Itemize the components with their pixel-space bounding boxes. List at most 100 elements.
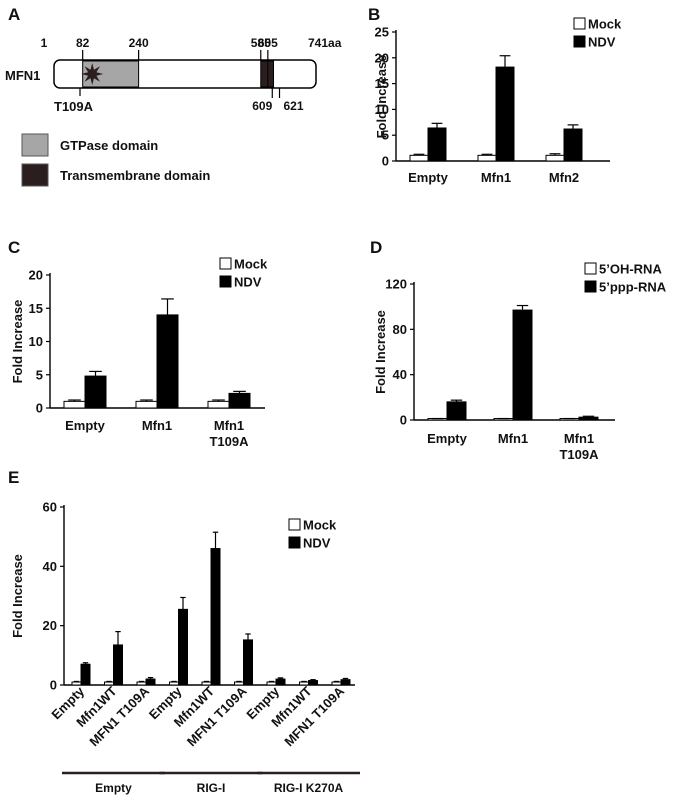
group-label: Empty xyxy=(95,781,132,795)
category-label: Empty xyxy=(65,418,106,433)
y-tick-label: 10 xyxy=(29,334,43,349)
y-tick-label: 120 xyxy=(385,277,407,292)
bar-treated xyxy=(145,678,156,686)
bar-treated xyxy=(113,644,123,686)
bar-treated xyxy=(495,66,515,162)
y-tick-label: 0 xyxy=(400,413,407,428)
bar-treated xyxy=(308,680,318,686)
category-label: T109A xyxy=(209,434,249,449)
legend-label: 5’ppp-RNA xyxy=(599,280,667,295)
bar-treated xyxy=(228,392,251,409)
y-tick-label: 5 xyxy=(36,367,43,382)
y-tick-label: 60 xyxy=(43,500,57,515)
bar-control xyxy=(135,400,158,409)
bar-treated xyxy=(578,416,599,421)
bar-control xyxy=(207,400,230,409)
y-tick-label: 10 xyxy=(375,102,389,117)
legend-label: Mock xyxy=(588,17,622,32)
panel-letter-c: C xyxy=(8,238,20,257)
bar-treated xyxy=(243,639,253,686)
legend-swatch xyxy=(573,35,586,48)
y-axis-label: Fold Increase xyxy=(374,55,389,139)
map-top-label: 585 xyxy=(251,36,271,50)
category-label: Empty xyxy=(427,431,468,446)
y-tick-label: 0 xyxy=(50,678,57,693)
legend-swatch xyxy=(573,17,586,30)
map-top-label: 82 xyxy=(76,36,90,50)
map-top-label: 240 xyxy=(129,36,149,50)
map-top-label: 1 xyxy=(41,36,48,50)
legend-label: Transmembrane domain xyxy=(60,168,210,183)
bar-control xyxy=(545,154,565,162)
y-tick-label: 0 xyxy=(36,401,43,416)
domain-2 xyxy=(267,60,275,88)
group-label: RIG-I K270A xyxy=(274,781,344,795)
y-tick-label: 20 xyxy=(375,50,389,65)
y-tick-label: 25 xyxy=(375,25,389,40)
category-label: Mfn1 xyxy=(142,418,172,433)
category-label: Mfn1 xyxy=(214,418,244,433)
y-tick-label: 5 xyxy=(382,128,389,143)
map-bottom-label: 609 xyxy=(252,99,272,113)
bar-control xyxy=(409,154,429,162)
category-label: Mfn1 xyxy=(564,431,594,446)
y-tick-label: 40 xyxy=(393,367,407,382)
category-label: Mfn1 xyxy=(498,431,528,446)
bar-treated xyxy=(84,375,107,409)
bar-treated xyxy=(156,314,179,409)
legend-swatch xyxy=(21,163,49,187)
bar-treated xyxy=(427,127,447,162)
y-tick-label: 15 xyxy=(375,76,389,91)
bar-treated xyxy=(563,128,583,162)
mutation-label: T109A xyxy=(54,99,94,114)
bar-treated xyxy=(512,309,533,421)
map-top-label: 741aa xyxy=(308,36,342,50)
y-tick-label: 20 xyxy=(43,618,57,633)
protein-name: MFN1 xyxy=(5,68,40,83)
group-label: RIG-I xyxy=(197,781,226,795)
legend-label: Mock xyxy=(234,257,268,272)
map-bottom-label: 621 xyxy=(283,99,303,113)
legend-swatch xyxy=(584,280,597,293)
mutation-star-icon xyxy=(81,63,104,85)
y-tick-label: 20 xyxy=(29,268,43,283)
y-tick-label: 0 xyxy=(382,154,389,169)
y-axis-label: Fold Increase xyxy=(373,310,388,394)
legend-swatch xyxy=(219,275,232,288)
bar-treated xyxy=(340,679,351,686)
category-label: Empty xyxy=(408,170,449,185)
bar-treated xyxy=(80,663,91,686)
legend-swatch xyxy=(288,518,301,531)
legend-label: 5’OH-RNA xyxy=(599,262,662,277)
category-label: Mfn2 xyxy=(549,170,579,185)
legend-label: Mock xyxy=(303,518,337,533)
bar-treated xyxy=(446,401,467,421)
panel-letter-d: D xyxy=(370,238,382,257)
category-label: T109A xyxy=(559,447,599,462)
bar-treated xyxy=(210,548,221,686)
map-top-label: 605 xyxy=(258,36,278,50)
y-axis-label: Fold Increase xyxy=(10,300,25,384)
y-tick-label: 40 xyxy=(43,559,57,574)
legend-swatch xyxy=(288,536,301,549)
bar-control xyxy=(477,154,497,162)
legend-label: GTPase domain xyxy=(60,138,158,153)
y-tick-label: 80 xyxy=(393,322,407,337)
bar-treated xyxy=(178,608,188,686)
legend-swatch xyxy=(584,262,597,275)
category-label: Mfn1 xyxy=(481,170,511,185)
bar-treated xyxy=(275,678,286,686)
legend-swatch xyxy=(21,133,49,157)
y-axis-label: Fold Increase xyxy=(10,554,25,638)
panel-letter-b: B xyxy=(368,5,380,24)
legend-label: NDV xyxy=(303,536,331,551)
y-tick-label: 15 xyxy=(29,301,43,316)
legend-label: NDV xyxy=(588,35,616,50)
bar-control xyxy=(63,400,86,409)
panel-b-chart: B 0 5 10 15 20 25 Fold Increase Empty Mfn1 Mfn2 Moc… xyxy=(368,5,622,185)
